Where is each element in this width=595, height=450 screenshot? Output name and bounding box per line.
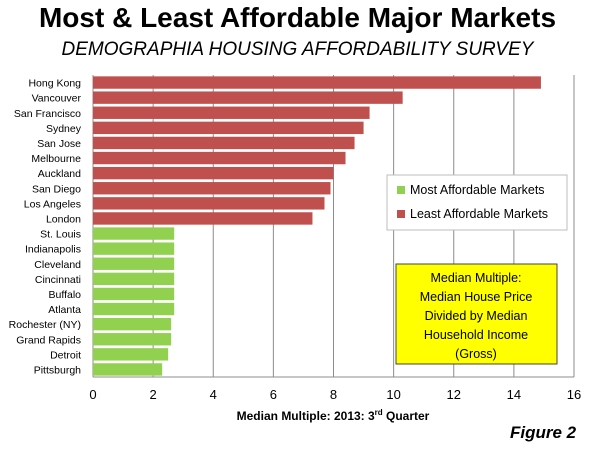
x-tick-label: 8 [330,387,337,402]
bar [93,363,163,376]
legend-swatch-least [397,210,405,218]
x-tick-label: 10 [386,387,400,402]
x-tick-label: 4 [210,387,217,402]
x-axis-label-suffix: Quarter [383,409,430,423]
note-box-background [395,263,558,365]
y-category-label: Auckland [38,168,81,180]
x-tick-label: 6 [270,387,277,402]
figure-label: Figure 2 [510,423,577,442]
bar [93,333,172,346]
bar [93,348,169,361]
y-category-label: Atlanta [48,304,81,316]
y-category-label: Grand Rapids [16,334,81,346]
legend-swatch-most [397,186,405,194]
legend-label-most: Most Affordable Markets [410,183,545,197]
legend: Most Affordable Markets Least Affordable… [386,174,568,231]
y-category-label: Detroit [50,349,81,361]
x-axis-label-sup: rd [375,408,383,417]
y-category-label: St. Louis [40,229,81,241]
x-tick-label: 14 [507,387,521,402]
bar [93,182,331,195]
note-box: Median Multiple: Median House Price Divi… [395,263,558,365]
y-category-label: Sydney [46,123,82,135]
bar [93,91,403,104]
bar [93,106,370,119]
bar [93,302,175,316]
x-tick-label: 12 [447,387,461,402]
y-category-label: Los Angeles [24,198,81,210]
x-axis-label: Median Multiple: 2013: 3rd Quarter [237,408,430,423]
chart-title: Most & Least Affordable Major Markets [38,2,557,33]
y-category-label: Rochester (NY) [9,319,81,331]
bar [93,166,334,180]
y-category-label: San Diego [32,183,81,195]
bar [93,197,325,210]
note-line-1: Median Multiple: [430,271,521,285]
x-tick-label: 16 [567,387,581,402]
y-category-label: Hong Kong [28,78,81,90]
note-line-5: (Gross) [455,347,497,361]
legend-box [386,174,568,231]
y-category-label: Melbourne [31,153,81,165]
note-line-3: Divided by Median [425,309,528,323]
bar [93,272,175,286]
bar [93,76,541,89]
bar [93,242,175,255]
chart-subtitle: DEMOGRAPHIA HOUSING AFFORDABILITY SURVEY [61,39,534,60]
bar [93,257,175,270]
y-category-label: Pittsburgh [34,364,81,376]
bar [93,227,175,240]
y-category-label: Indianapolis [25,244,81,256]
y-category-label: Cleveland [34,259,81,271]
y-category-label: Vancouver [32,93,82,105]
y-category-label: San Jose [37,138,81,150]
bar [93,136,355,150]
x-tick-label: 0 [89,387,96,402]
y-category-label: Cincinnati [35,274,81,286]
bar [93,121,364,135]
y-category-label: London [46,213,81,225]
y-category-label: San Francisco [14,108,81,120]
y-category-label: Buffalo [49,289,82,301]
bar [93,287,175,301]
bar [93,212,313,225]
bar [93,151,346,165]
legend-label-least: Least Affordable Markets [410,207,548,221]
bar [93,317,172,331]
note-line-4: Household Income [424,328,528,342]
note-line-2: Median House Price [420,290,533,304]
x-axis-label-main: Median Multiple: 2013: 3 [237,409,375,423]
x-tick-label: 2 [150,387,157,402]
